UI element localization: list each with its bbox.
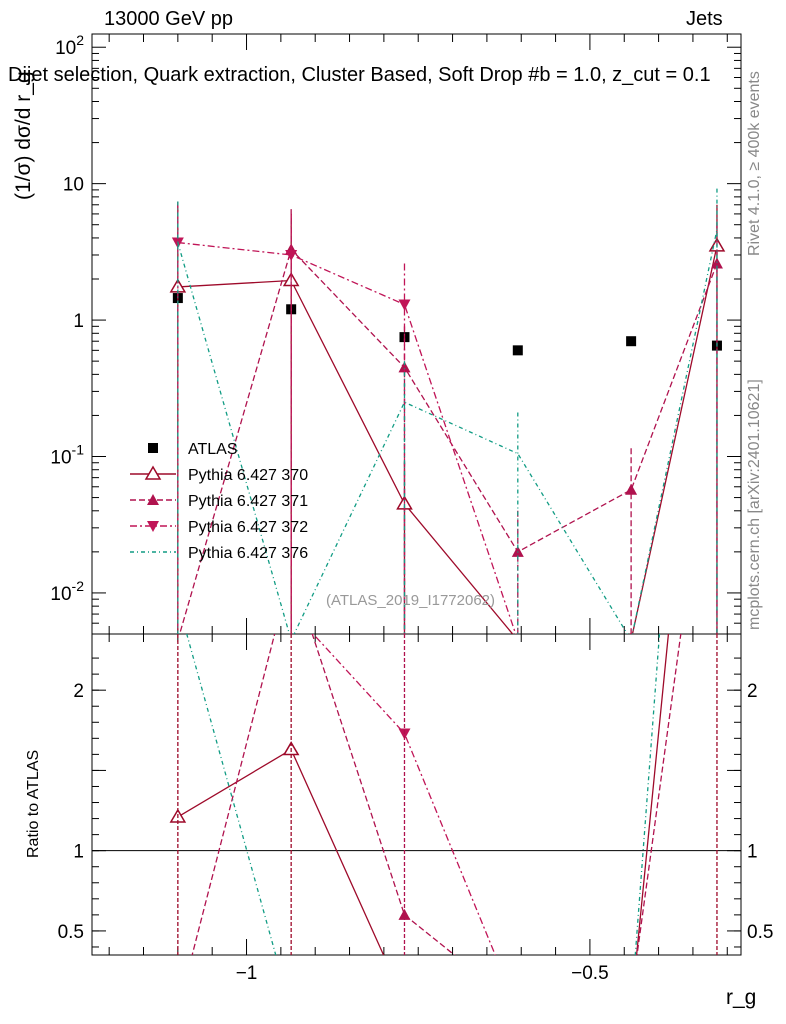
point-pythia-6-427-371 (710, 257, 723, 269)
category-label: Jets (686, 8, 723, 30)
ratio-frame (91, 633, 742, 956)
ratio-panel: 0.5 0.5 1 1 2 2 −1 −0.5 (58, 633, 773, 984)
point-atlas (512, 345, 523, 356)
ratio-tick-label-right: 0.5 (747, 922, 773, 943)
main-panel: 10-2 10-1 1 10 102 (50, 32, 742, 635)
line-pythia-6-427-376 (177, 229, 718, 634)
ratio-line-pythia-6-427-376 (186, 634, 661, 955)
selection-title: Dijet selection, Quark extraction, Clust… (8, 64, 711, 86)
x-tick-label: −1 (236, 963, 258, 984)
ratio-point-pythia-6-427-371 (398, 908, 411, 920)
y-tick-label: 102 (55, 32, 84, 59)
legend-marker-pythia-6-427-370 (144, 465, 162, 480)
line-pythia-6-427-370 (177, 245, 718, 634)
ratio-tick-label-right: 1 (747, 842, 758, 863)
point-pythia-6-427-372 (512, 635, 524, 646)
y-tick-exponent: -1 (72, 442, 85, 458)
legend-label-pythia-6-427-370: Pythia 6.427 370 (188, 467, 308, 484)
point-pythia-6-427-370 (629, 631, 633, 634)
ratio-line-pythia-6-427-371 (191, 634, 682, 955)
energy-label: 13000 GeV pp (104, 8, 233, 30)
point-pythia-6-427-372 (625, 635, 637, 646)
point-pythia-6-427-370 (516, 631, 520, 634)
point-pythia-6-427-372 (285, 249, 298, 261)
point-pythia-6-427-372 (398, 299, 411, 311)
legend-label-pythia-6-427-372: Pythia 6.427 372 (188, 519, 308, 536)
ratio-y-axis-label: Ratio to ATLAS (25, 750, 42, 858)
legend-label-atlas: ATLAS (188, 441, 238, 458)
ratio-series (169, 634, 718, 955)
point-pythia-6-427-371 (511, 545, 524, 557)
line-pythia-6-427-372 (177, 241, 517, 634)
y-tick-label: 10-1 (50, 442, 84, 469)
ratio-point-pythia-6-427-372 (398, 728, 411, 740)
ratio-tick-label-right: 2 (747, 681, 758, 702)
y-tick-label: 1 (73, 311, 84, 332)
y-tick-exponent: 2 (76, 32, 84, 48)
series-layer (169, 188, 726, 955)
x-tick-label: −0.5 (571, 963, 609, 984)
legend-marker-pythia-6-427-371 (147, 494, 159, 505)
point-pythia-6-427-371 (625, 483, 638, 495)
ratio-line-pythia-6-427-372 (312, 634, 496, 955)
point-pythia-6-427-371 (398, 361, 411, 373)
analysis-annotation: (ATLAS_2019_I1772062) (326, 592, 495, 609)
y-axis-label: (1/σ) dσ/d r_g (12, 71, 35, 200)
y-tick-label: 10 (63, 175, 84, 196)
ratio-tick-label-left: 0.5 (58, 922, 84, 943)
legend-marker-atlas (148, 443, 158, 453)
legend-label-pythia-6-427-371: Pythia 6.427 371 (188, 493, 308, 510)
y-tick-exponent: -2 (72, 578, 85, 594)
main-frame (91, 33, 742, 635)
point-atlas (626, 336, 637, 347)
line-pythia-6-427-371 (178, 248, 718, 634)
ratio-tick-label-left: 1 (73, 842, 84, 863)
legend: ATLAS Pythia 6.427 370 Pythia 6.427 371 Pyt… (130, 441, 308, 562)
main-series (169, 188, 726, 646)
ratio-line-pythia-6-427-370 (177, 634, 670, 955)
legend-marker-pythia-6-427-372 (147, 521, 159, 532)
x-axis-label: r_g (726, 986, 756, 1009)
y-tick-label: 10-2 (50, 578, 84, 605)
legend-label-pythia-6-427-376: Pythia 6.427 376 (188, 545, 308, 562)
ratio-tick-label-left: 2 (73, 681, 84, 702)
